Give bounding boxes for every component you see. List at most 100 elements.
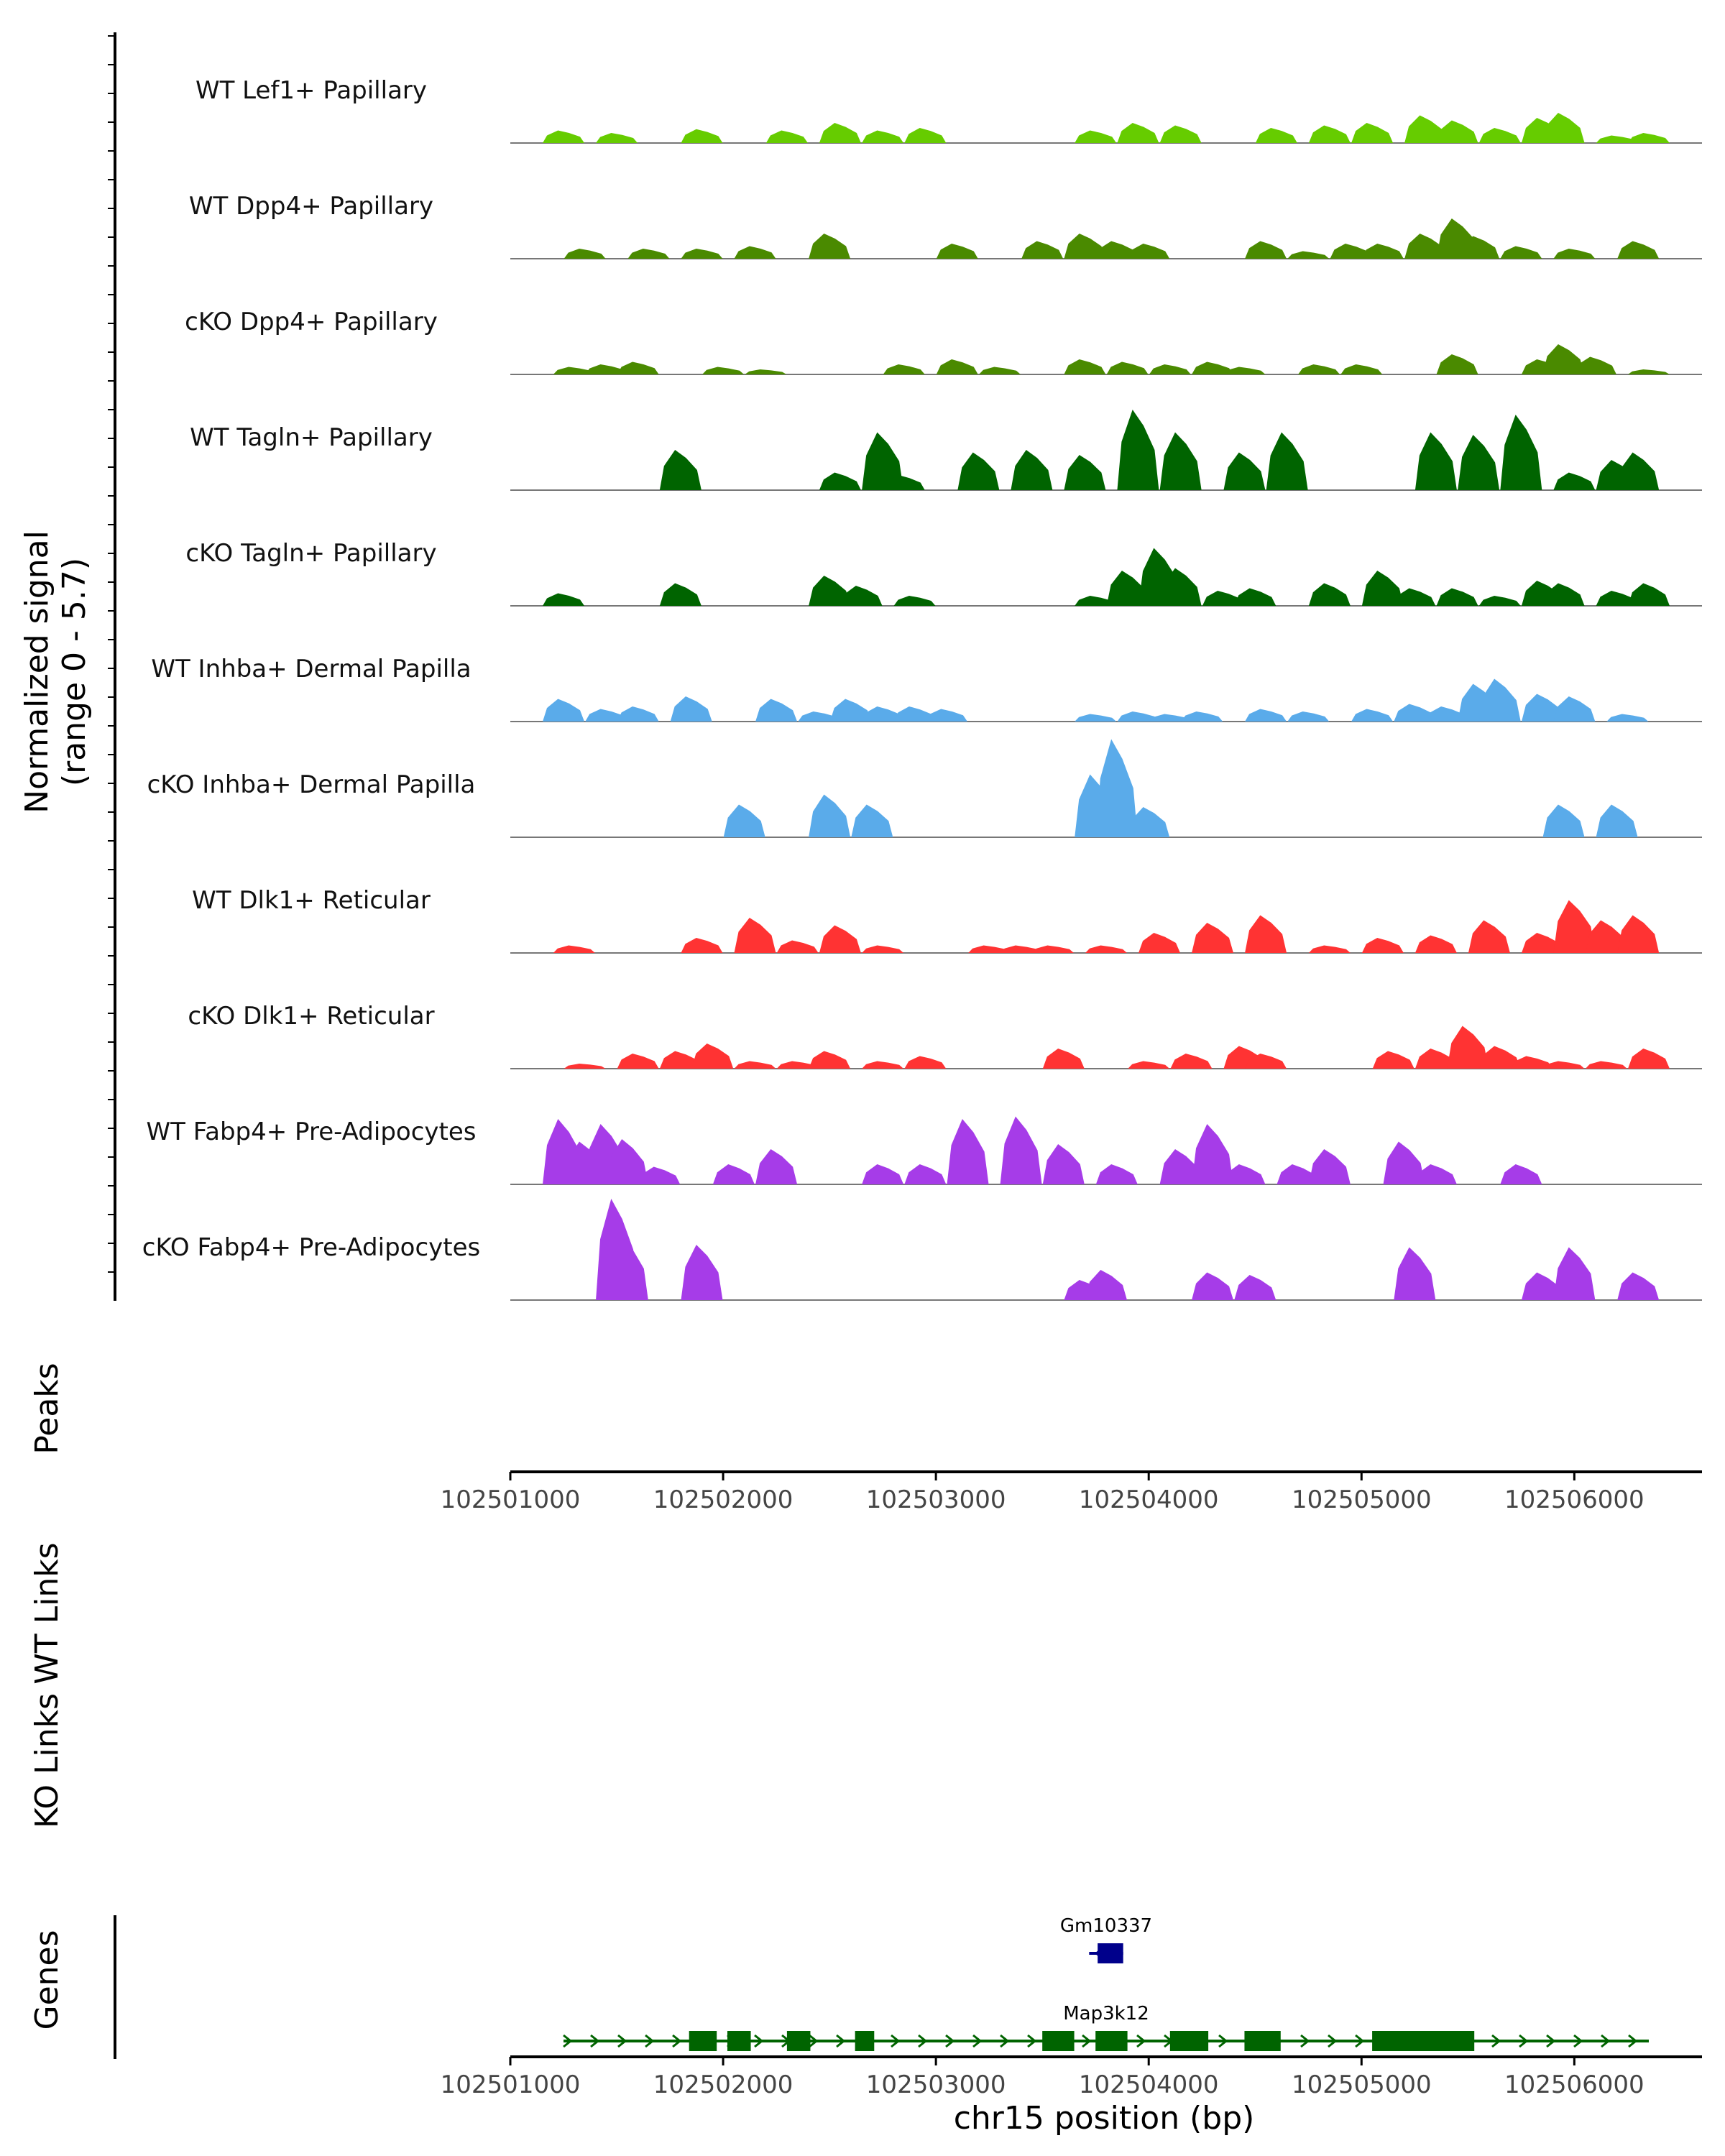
signal-peak <box>893 596 936 606</box>
signal-peak <box>862 706 904 722</box>
signal-peak <box>1095 1164 1138 1184</box>
signal-peak <box>1117 711 1159 722</box>
signal-peak <box>947 1119 989 1184</box>
track-8: cKO Dlk1+ Reticular <box>188 1002 1702 1069</box>
signal-peak <box>1128 1061 1170 1069</box>
signal-peak <box>659 450 702 490</box>
signal-peak <box>1383 1141 1425 1184</box>
signal-peak <box>1394 1247 1436 1300</box>
track-label-2: cKO Dpp4+ Papillary <box>185 308 438 336</box>
signal-peak <box>1128 807 1170 837</box>
strand-arrow <box>1355 2034 1365 2048</box>
signal-peak <box>904 128 947 143</box>
strand-arrow <box>1300 2034 1310 2048</box>
signal-peak <box>1095 241 1138 259</box>
signal-peak <box>1414 1049 1457 1069</box>
strand-arrow <box>891 2034 901 2048</box>
strand-arrow <box>1628 2034 1638 2048</box>
signal-peak <box>1011 450 1053 490</box>
signal-peak <box>1192 1272 1234 1300</box>
signal-peak <box>1308 945 1351 953</box>
signal-peak <box>904 1056 947 1069</box>
signal-peak <box>1075 596 1117 606</box>
signal-peak <box>1234 588 1276 606</box>
signal-peak <box>659 1051 702 1069</box>
exon <box>727 2031 751 2051</box>
signal-peak <box>1617 452 1660 490</box>
signal-peak <box>1478 678 1521 722</box>
signal-peak <box>1521 1272 1563 1300</box>
x-tick-label: 102506000 <box>1504 1485 1644 1514</box>
strand-arrow <box>1328 2034 1338 2048</box>
signal-peak <box>1436 588 1478 606</box>
x-tick-label: 102502000 <box>653 2070 794 2099</box>
signal-peak <box>1627 1049 1670 1069</box>
signal-peak <box>543 130 585 143</box>
track-5: WT Inhba+ Dermal Papilla <box>151 655 1702 722</box>
signal-peak <box>1106 361 1149 374</box>
signal-peak <box>1064 455 1106 490</box>
signal-peak <box>809 234 851 259</box>
signal-peak <box>1500 1164 1542 1184</box>
track-6: cKO Inhba+ Dermal Papilla <box>147 739 1702 838</box>
track-label-1: WT Dpp4+ Papillary <box>189 192 433 221</box>
signal-peak <box>1308 125 1351 143</box>
y-axis-label-line1: Normalized signal <box>19 530 55 814</box>
signal-peak <box>617 361 659 374</box>
signal-peak <box>862 432 904 490</box>
signal-peak <box>1414 935 1457 953</box>
signal-peak <box>755 1149 798 1184</box>
signal-peak <box>1553 900 1596 953</box>
signal-peak <box>1149 714 1191 722</box>
genes-x-axis: 102501000 102502000 102503000 102504000 1025… <box>441 2055 1702 2099</box>
signal-peak <box>1414 1164 1457 1184</box>
signal-peak <box>809 794 851 837</box>
signal-peak <box>596 133 638 143</box>
signal-peak <box>925 709 967 722</box>
strand-arrow <box>945 2034 955 2048</box>
signal-peak <box>1553 249 1596 259</box>
signal-peak <box>670 696 712 722</box>
track-4: cKO Tagln+ Papillary <box>185 539 1702 607</box>
signal-peak <box>1361 938 1404 953</box>
signal-peak <box>862 945 904 953</box>
signal-peak <box>1553 472 1596 490</box>
signal-peak <box>840 586 883 606</box>
track-7: WT Dlk1+ Reticular <box>192 886 1702 954</box>
x-tick-label: 102503000 <box>866 2070 1006 2099</box>
signal-peak <box>809 1051 851 1069</box>
signal-peak <box>553 945 595 953</box>
signal-peak <box>862 1164 904 1184</box>
signal-peak <box>1404 234 1447 259</box>
gene-label: Map3k12 <box>1063 2003 1149 2024</box>
signal-peak <box>1192 923 1234 953</box>
signal-peak <box>1585 1061 1627 1069</box>
strand-arrow <box>754 2034 764 2048</box>
x-tick-label: 102501000 <box>441 1485 581 1514</box>
signal-peak <box>776 940 819 953</box>
strand-arrow <box>1546 2034 1556 2048</box>
signal-peak <box>1000 945 1042 953</box>
x-tick-label: 102502000 <box>653 1485 794 1514</box>
signal-peak <box>1298 364 1340 374</box>
signal-peak <box>1075 714 1117 722</box>
exon <box>855 2031 875 2051</box>
signal-peak <box>734 918 776 953</box>
signal-peak <box>606 1139 648 1184</box>
signal-peak <box>564 249 606 259</box>
signal-peak <box>819 472 861 490</box>
signal-peak <box>1202 591 1244 606</box>
signal-peak <box>1585 920 1627 953</box>
track-10: cKO Fabp4+ Pre-Adipocytes <box>142 1199 1702 1301</box>
signal-peak <box>1095 739 1138 837</box>
track-3: WT Tagln+ Papillary <box>190 410 1702 491</box>
strand-arrow <box>836 2034 846 2048</box>
signal-peak <box>1478 1046 1521 1069</box>
signal-peak <box>681 1245 723 1300</box>
track-9: WT Fabp4+ Pre-Adipocytes <box>147 1116 1702 1185</box>
signal-peak <box>606 1237 648 1300</box>
track-2: cKO Dpp4+ Papillary <box>185 308 1702 375</box>
signal-peak <box>1085 945 1127 953</box>
signal-peak <box>627 249 670 259</box>
x-tick-label: 102505000 <box>1292 2070 1432 2099</box>
